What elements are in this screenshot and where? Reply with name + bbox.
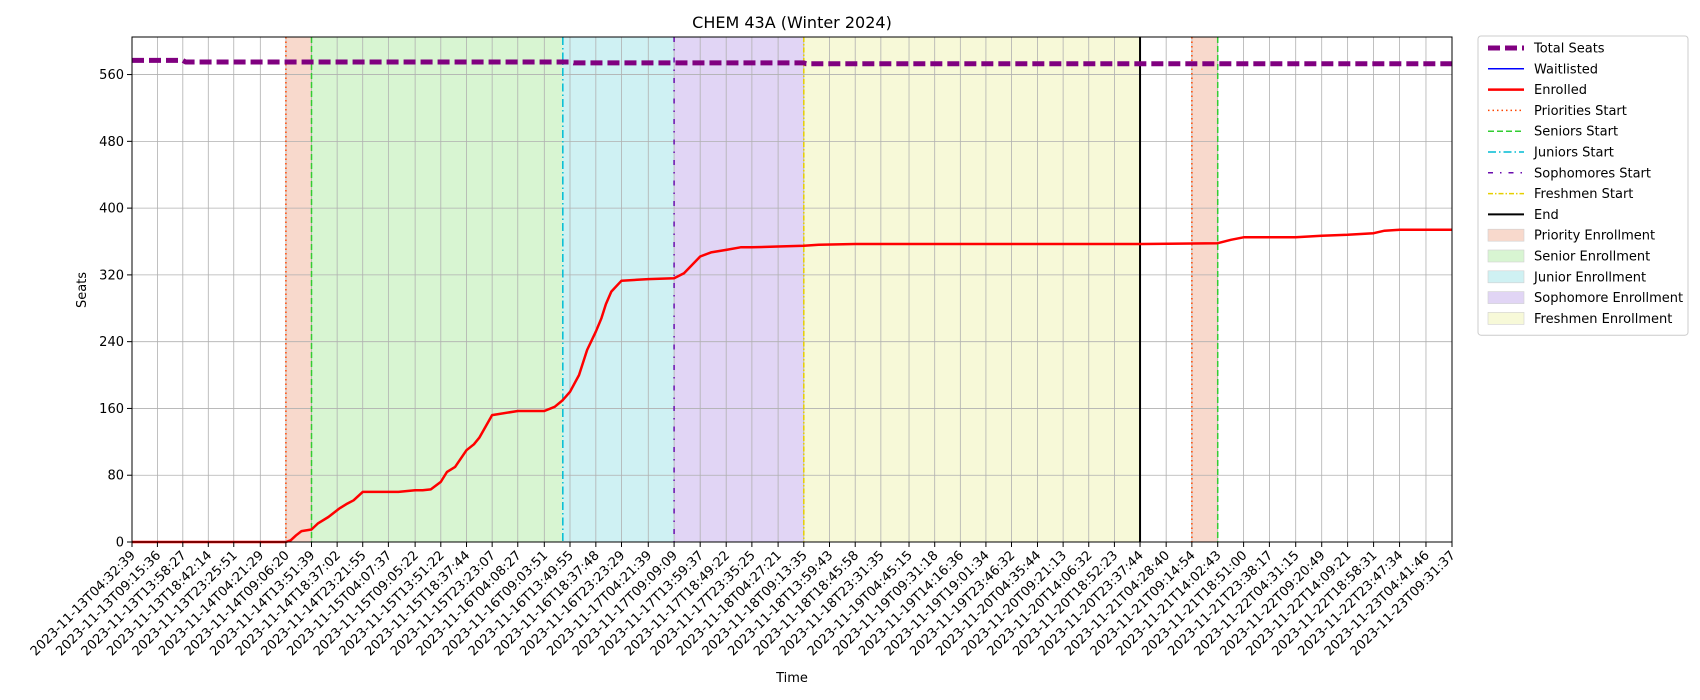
series-total-seats — [132, 57, 1452, 67]
legend: Total Seats Waitlisted Enrolled Priorities … — [1477, 35, 1689, 336]
y-tick-label: 80 — [107, 469, 124, 484]
y-tick-label: 400 — [99, 202, 124, 217]
legend-seniors-start-label: Seniors Start — [1534, 125, 1618, 140]
x-axis-label: Time — [775, 671, 808, 686]
y-tick-label: 560 — [99, 68, 124, 83]
y-tick-label: 0 — [116, 536, 124, 551]
band-priority-enrollment — [1191, 37, 1218, 542]
legend-box — [1477, 35, 1689, 336]
legend-sophomores-start-label: Sophomores Start — [1534, 166, 1651, 181]
period-start-lines — [285, 37, 1219, 542]
y-axis-label: Seats — [75, 272, 90, 308]
chart-title: CHEM 43A (Winter 2024) — [692, 13, 892, 32]
legend-waitlisted-label: Waitlisted — [1534, 62, 1598, 77]
series-enrolled — [132, 228, 1452, 544]
legend-total-seats-label: Total Seats — [1533, 42, 1605, 57]
legend-juniors-start-label: Juniors Start — [1533, 146, 1614, 161]
band-junior-enrollment — [562, 37, 675, 542]
y-tick-label: 480 — [99, 135, 124, 150]
band-freshmen-enrollment — [803, 37, 1141, 542]
band-priority-enrollment — [285, 37, 312, 542]
legend-freshmen-enrollment-label: Freshmen Enrollment — [1534, 312, 1672, 327]
band-sophomore-enrollment — [674, 37, 804, 542]
data-series — [132, 57, 1452, 544]
legend-junior-enrollment-swatch — [1487, 270, 1525, 284]
band-senior-enrollment — [311, 37, 563, 542]
plot-frame — [131, 36, 1453, 543]
y-tick-label: 320 — [99, 268, 124, 283]
legend-sophomore-enrollment-swatch — [1487, 291, 1525, 304]
legend-freshmen-enrollment-swatch — [1487, 312, 1525, 325]
legend-freshmen-start-label: Freshmen Start — [1534, 187, 1633, 202]
x-axis: 2023-11-13T04:32:392023-11-13T09:15:3620… — [28, 542, 1459, 659]
legend-end-label: End — [1534, 208, 1559, 223]
legend-enrolled-label: Enrolled — [1534, 83, 1587, 98]
legend-sophomore-enrollment-label: Sophomore Enrollment — [1534, 291, 1683, 306]
y-axis: 0 80 160 240 320 400 480 560 — [99, 68, 132, 551]
legend-priorities-start-label: Priorities Start — [1534, 104, 1627, 119]
legend-senior-enrollment-swatch — [1487, 249, 1525, 263]
enrollment-bands — [285, 37, 1218, 542]
y-tick-label: 240 — [99, 335, 124, 350]
y-tick-label: 160 — [99, 402, 124, 417]
legend-priority-enrollment-swatch — [1487, 228, 1525, 242]
legend-junior-enrollment-label: Junior Enrollment — [1533, 270, 1646, 285]
legend-priority-enrollment-label: Priority Enrollment — [1534, 229, 1655, 244]
legend-senior-enrollment-label: Senior Enrollment — [1534, 250, 1650, 265]
